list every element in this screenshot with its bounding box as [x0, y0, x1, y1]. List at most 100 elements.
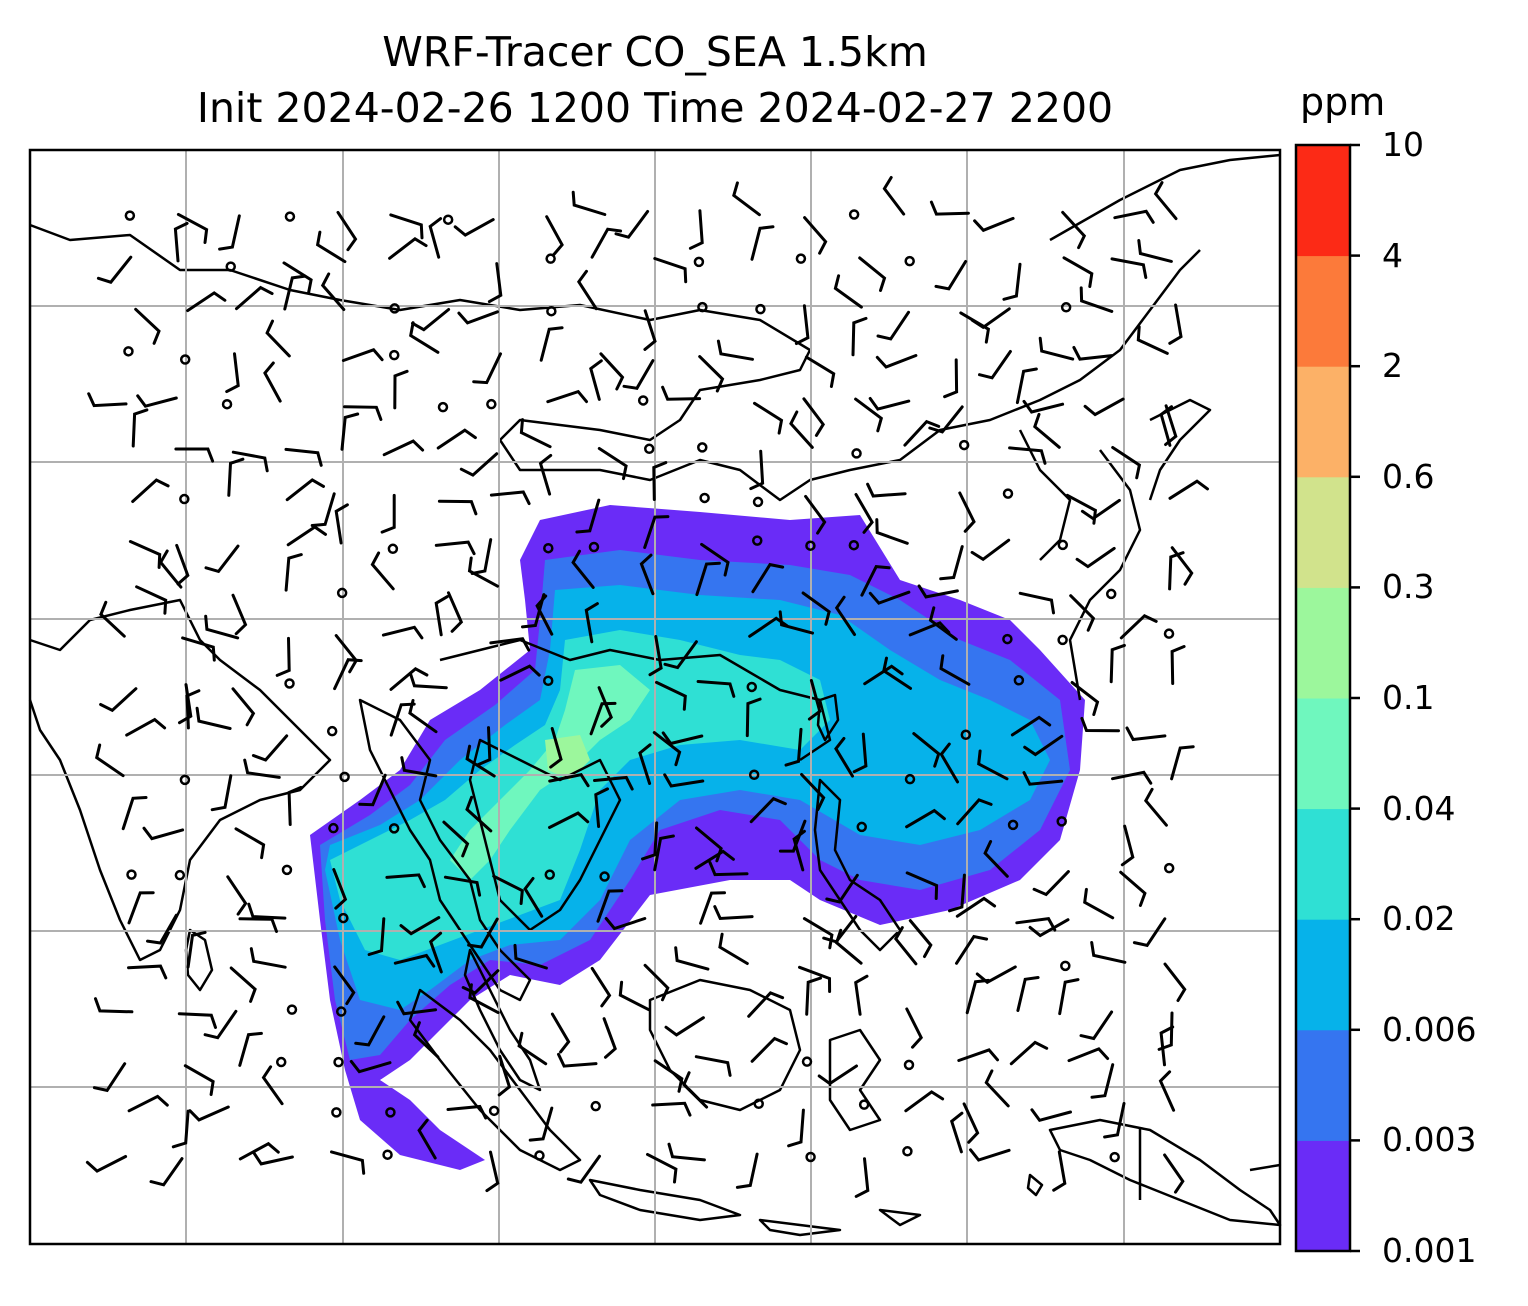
wind-barb	[860, 565, 891, 597]
wind-barb	[956, 798, 993, 826]
colorbar-tick-label: 0.04	[1382, 788, 1456, 828]
wind-barb	[802, 917, 834, 950]
wind-barb	[134, 307, 161, 345]
colorbar-segment	[1296, 145, 1350, 257]
wind-barb	[226, 875, 248, 916]
wind-barb	[1090, 941, 1127, 964]
wind-barb	[566, 1154, 601, 1184]
wind-barb	[912, 732, 941, 768]
wind-barb	[286, 525, 327, 547]
wind-barb	[576, 269, 598, 311]
calm-wind-marker	[801, 1056, 813, 1067]
wind-barb	[127, 964, 168, 980]
wind-barb	[1170, 645, 1186, 685]
wind-barb	[803, 216, 828, 255]
wind-barb	[1153, 181, 1178, 221]
wind-barb	[465, 744, 496, 778]
coastline-java	[588, 1178, 742, 1222]
calm-wind-marker	[1057, 634, 1068, 646]
wind-barb	[476, 726, 492, 767]
wind-barb	[943, 358, 959, 399]
wind-barb	[653, 1059, 684, 1093]
wind-barb	[652, 731, 682, 767]
calm-wind-marker	[534, 1150, 545, 1161]
wind-barb	[618, 980, 651, 1012]
wind-barb	[778, 819, 807, 853]
wind-barb	[499, 664, 541, 682]
wind-barb	[225, 352, 240, 394]
wind-barb	[231, 593, 248, 636]
wind-barb	[905, 808, 946, 829]
wind-barb	[748, 616, 789, 638]
wind-barb	[789, 410, 814, 449]
wind-barb	[978, 350, 1012, 380]
wind-barb	[470, 538, 493, 575]
wind-barb	[854, 397, 884, 433]
wind-barb	[977, 749, 1009, 781]
wind-barb	[252, 1151, 294, 1166]
wind-barb	[367, 917, 386, 956]
wind-barb	[181, 636, 216, 662]
wind-barb	[468, 983, 500, 1015]
calm-wind-marker	[904, 255, 915, 267]
wind-barb	[177, 1012, 217, 1029]
wind-barb	[664, 1016, 705, 1037]
wind-barb	[787, 1108, 805, 1148]
wind-barb	[204, 544, 240, 574]
wind-barb	[851, 316, 868, 357]
wind-barb	[852, 732, 868, 774]
calm-wind-marker	[1056, 816, 1067, 827]
wind-barb	[492, 874, 524, 905]
wind-barb	[408, 699, 438, 734]
wind-barb	[1010, 715, 1052, 737]
calm-wind-marker	[174, 869, 186, 881]
wind-barb	[1083, 397, 1125, 417]
wind-barb	[446, 1104, 488, 1120]
calm-wind-marker	[545, 253, 556, 264]
wind-barb	[238, 1031, 263, 1067]
calm-wind-marker	[755, 303, 766, 315]
calm-wind-marker	[385, 1107, 396, 1118]
wind-barb	[528, 1106, 554, 1142]
wind-barb	[750, 225, 775, 261]
wind-barb	[489, 637, 531, 652]
wind-barb	[408, 671, 448, 690]
wind-barb	[699, 891, 726, 925]
wind-barb	[447, 591, 464, 633]
wind-barb	[1009, 1040, 1049, 1066]
wind-barb	[688, 209, 704, 250]
wind-barb	[694, 849, 735, 870]
wind-barb	[939, 742, 959, 784]
wind-barb	[238, 917, 278, 933]
wind-barb	[876, 310, 910, 341]
wind-barb	[557, 1052, 598, 1068]
wind-barb	[602, 1017, 617, 1059]
colorbar-segment	[1296, 808, 1350, 920]
wind-barb	[549, 727, 563, 769]
coastline-taiwan	[816, 693, 840, 742]
wind-barb	[1132, 917, 1167, 948]
wind-barb	[227, 457, 245, 497]
wind-barb	[243, 758, 281, 779]
wind-barb	[575, 498, 601, 534]
wind-barb	[436, 428, 477, 450]
colorbar-segment	[1296, 366, 1350, 478]
wind-barb	[594, 787, 609, 828]
wind-barb	[393, 369, 409, 410]
wind-barb	[939, 545, 964, 581]
wind-barb	[682, 1071, 709, 1109]
wind-barb	[539, 326, 564, 362]
wind-barb	[523, 877, 544, 918]
calm-wind-marker	[904, 773, 916, 785]
wind-barb	[908, 621, 951, 637]
colorbar-tick-label: 0.003	[1382, 1120, 1477, 1160]
calm-wind-marker	[442, 214, 454, 225]
wind-barb	[1158, 1070, 1176, 1112]
wind-barb	[472, 352, 502, 385]
wind-barb	[315, 230, 347, 264]
map-title-line-2: Init 2024-02-26 1200 Time 2024-02-27 220…	[196, 84, 1114, 132]
wind-barb	[749, 796, 787, 824]
wind-barb	[320, 272, 346, 311]
wind-barb	[663, 640, 698, 670]
